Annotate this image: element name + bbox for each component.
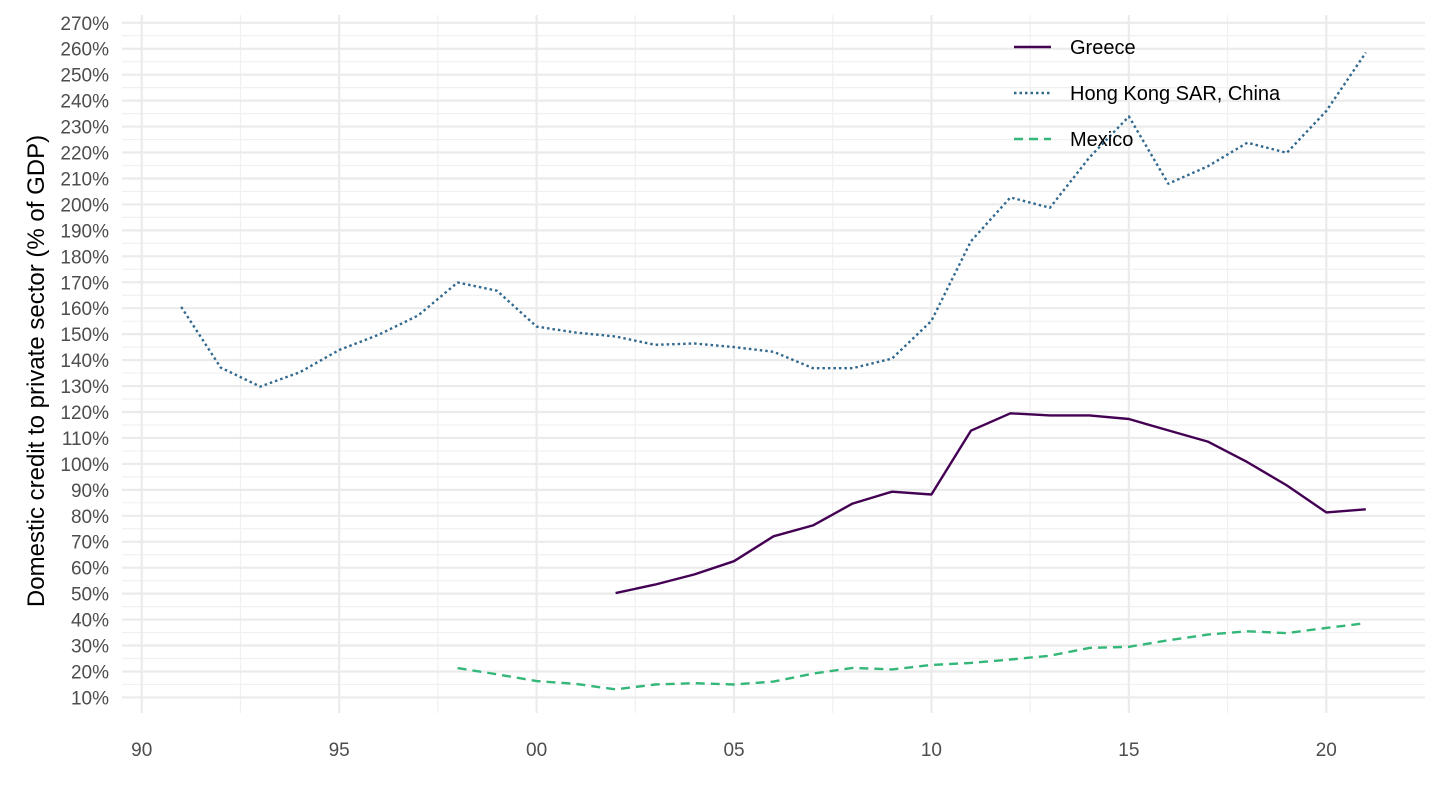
y-tick-label: 20% bbox=[71, 662, 109, 683]
y-tick-label: 150% bbox=[60, 325, 109, 346]
y-tick-label: 250% bbox=[60, 66, 109, 87]
y-tick-label: 50% bbox=[71, 585, 109, 606]
series-line-hong-kong-sar-china bbox=[180, 51, 1367, 388]
y-tick-label: 70% bbox=[71, 533, 109, 554]
y-tick-label: 60% bbox=[71, 559, 109, 580]
y-tick-label: 110% bbox=[62, 429, 109, 450]
y-tick-label: 210% bbox=[60, 169, 109, 190]
y-tick-label: 180% bbox=[60, 247, 109, 268]
y-tick-label: 220% bbox=[60, 144, 109, 165]
legend-label: Hong Kong SAR, China bbox=[1070, 83, 1281, 105]
y-tick-label: 200% bbox=[60, 195, 109, 216]
legend-label: Mexico bbox=[1070, 129, 1133, 151]
y-tick-label: 40% bbox=[71, 611, 109, 632]
y-tick-label: 260% bbox=[60, 40, 109, 61]
y-tick-label: 270% bbox=[60, 14, 109, 35]
minor-gridlines bbox=[122, 15, 1425, 713]
x-tick-label: 00 bbox=[526, 740, 547, 761]
series-lines bbox=[180, 51, 1367, 691]
series-line-greece bbox=[615, 412, 1366, 595]
y-tick-label: 100% bbox=[60, 455, 109, 476]
x-tick-label: 95 bbox=[329, 740, 350, 761]
y-axis-title: Domestic credit to private sector (% of … bbox=[23, 135, 50, 607]
y-tick-label: 90% bbox=[71, 481, 109, 502]
y-tick-label: 30% bbox=[71, 637, 109, 658]
y-tick-label: 170% bbox=[60, 273, 109, 294]
y-tick-label: 80% bbox=[71, 507, 109, 528]
x-tick-label: 20 bbox=[1316, 740, 1337, 761]
y-tick-label: 230% bbox=[60, 118, 109, 139]
y-tick-label: 130% bbox=[60, 377, 109, 398]
x-tick-label: 10 bbox=[921, 740, 942, 761]
y-tick-label: 10% bbox=[71, 688, 109, 709]
legend: Greece Hong Kong SAR, China Mexico bbox=[1014, 37, 1281, 151]
x-axis-tick-labels: 90 95 00 05 10 15 20 bbox=[131, 740, 1337, 761]
y-tick-label: 240% bbox=[60, 92, 109, 113]
x-tick-label: 15 bbox=[1118, 740, 1139, 761]
y-tick-label: 190% bbox=[60, 221, 109, 242]
x-tick-label: 90 bbox=[131, 740, 152, 761]
y-tick-label: 120% bbox=[60, 403, 109, 424]
y-axis-tick-labels: 10% 20% 30% 40% 50% 60% 70% 80% 90% 100% 110% 120% 1… bbox=[60, 14, 109, 710]
y-tick-label: 160% bbox=[60, 299, 109, 320]
legend-label: Greece bbox=[1070, 37, 1136, 59]
x-tick-label: 05 bbox=[723, 740, 744, 761]
major-gridlines bbox=[122, 15, 1425, 713]
y-tick-label: 140% bbox=[60, 351, 109, 372]
series-line-mexico bbox=[457, 622, 1366, 691]
